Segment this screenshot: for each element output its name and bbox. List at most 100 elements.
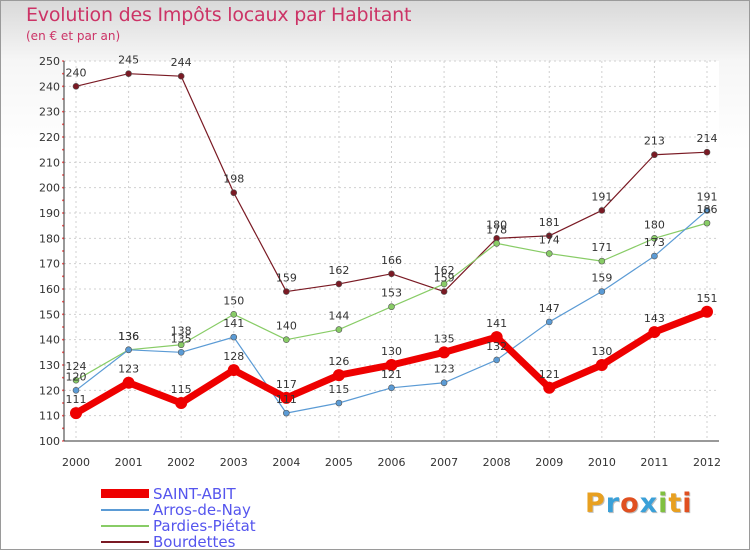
y-minor-tick: [62, 300, 64, 303]
data-point-bourdettes: [651, 151, 658, 159]
y-tick-label: 120: [39, 384, 60, 397]
data-label-bourdettes: 181: [539, 216, 560, 229]
data-point-bourdettes: [283, 288, 290, 295]
y-minor-tick: [62, 72, 64, 75]
y-minor-tick: [62, 351, 64, 354]
data-label-arros-de-nay: 135: [171, 332, 192, 345]
y-tick-label: 220: [39, 131, 60, 144]
y-tick-label: 250: [39, 55, 60, 68]
y-minor-tick: [62, 250, 64, 252]
y-minor-tick: [62, 262, 64, 265]
data-label-pardies-pi-tat: 140: [276, 320, 297, 333]
data-label-arros-de-nay: 111: [276, 393, 297, 406]
y-minor-tick: [62, 110, 64, 113]
data-label-arros-de-nay: 115: [328, 383, 349, 396]
data-point-pardies-pi-tat: [545, 250, 553, 257]
x-tick-label: 2008: [483, 456, 511, 469]
data-point-arros-de-nay: [230, 333, 238, 341]
data-point-pardies-pi-tat: [72, 376, 80, 384]
data-label-bourdettes: 159: [434, 272, 455, 285]
data-point-saint-abit: [701, 305, 713, 318]
data-point-pardies-pi-tat: [177, 341, 185, 349]
data-label-saint-abit: 121: [539, 368, 560, 381]
data-label-arros-de-nay: 120: [66, 370, 87, 383]
data-label-saint-abit: 151: [697, 292, 718, 305]
data-point-bourdettes: [598, 207, 606, 214]
legend-swatch-pardies-pietat: [101, 524, 149, 527]
chart-legend: SAINT-ABIT Arros-de-Nay Pardies-Piétat B…: [101, 485, 256, 550]
chart-title: Evolution des Impôts locaux par Habitant: [26, 4, 412, 26]
data-point-pardies-pi-tat: [440, 280, 448, 288]
data-label-pardies-pi-tat: 153: [381, 287, 402, 300]
data-label-saint-abit: 115: [171, 383, 192, 396]
legend-item-pardies-pietat: Pardies-Piétat: [101, 517, 256, 534]
y-minor-tick: [62, 85, 64, 88]
data-point-arros-de-nay: [703, 207, 711, 214]
data-point-pardies-pi-tat: [493, 240, 500, 247]
data-label-saint-abit: 117: [276, 378, 297, 391]
x-tick-label: 2007: [430, 456, 458, 469]
data-point-bourdettes: [230, 189, 238, 197]
legend-item-saint-abit: SAINT-ABIT: [101, 485, 256, 502]
data-point-bourdettes: [125, 70, 132, 77]
data-point-saint-abit: [595, 359, 608, 371]
data-label-bourdettes: 213: [644, 135, 665, 148]
y-tick-label: 110: [39, 410, 60, 423]
legend-item-bourdettes: Bourdettes: [101, 533, 256, 550]
data-point-arros-de-nay: [545, 318, 553, 326]
data-point-arros-de-nay: [493, 356, 500, 364]
y-minor-tick: [62, 427, 64, 430]
data-label-pardies-pi-tat: 138: [171, 325, 192, 338]
legend-item-arros-de-nay: Arros-de-Nay: [101, 501, 256, 518]
data-label-pardies-pi-tat: 171: [591, 241, 612, 254]
x-tick-label: 2000: [62, 456, 90, 469]
y-minor-tick: [62, 60, 64, 62]
y-minor-tick: [62, 161, 64, 164]
proxiti-logo: Proxiti: [585, 488, 693, 519]
legend-swatch-arros-de-nay: [101, 508, 149, 511]
data-point-arros-de-nay: [283, 409, 290, 417]
data-label-bourdettes: 162: [328, 264, 349, 277]
data-point-arros-de-nay: [440, 379, 448, 387]
data-label-pardies-pi-tat: 136: [118, 330, 139, 343]
data-label-arros-de-nay: 132: [486, 340, 507, 353]
data-label-saint-abit: 143: [644, 312, 665, 325]
data-label-pardies-pi-tat: 124: [66, 360, 87, 373]
data-label-bourdettes: 245: [118, 54, 139, 67]
data-label-bourdettes: 191: [591, 190, 612, 203]
data-point-saint-abit: [122, 376, 135, 389]
data-point-saint-abit: [175, 397, 188, 409]
data-point-bourdettes: [72, 83, 80, 90]
data-point-saint-abit: [543, 381, 556, 394]
data-label-saint-abit: 135: [434, 332, 455, 345]
y-minor-tick: [62, 224, 64, 227]
data-point-arros-de-nay: [388, 384, 395, 392]
data-label-bourdettes: 240: [66, 66, 87, 79]
data-label-arros-de-nay: 147: [539, 302, 560, 315]
data-label-arros-de-nay: 159: [591, 272, 612, 285]
y-tick-label: 190: [39, 207, 60, 220]
x-tick-label: 2006: [378, 456, 406, 469]
y-tick-label: 140: [39, 334, 60, 347]
data-point-arros-de-nay: [598, 288, 606, 295]
data-point-pardies-pi-tat: [598, 257, 606, 265]
logo-letter: i: [658, 488, 669, 519]
y-minor-tick: [62, 237, 64, 240]
chart-subtitle: (en € et par an): [26, 29, 121, 43]
data-label-saint-abit: 141: [486, 317, 507, 330]
data-label-saint-abit: 111: [66, 393, 87, 406]
data-label-bourdettes: 244: [171, 56, 192, 69]
x-tick-label: 2011: [640, 456, 668, 469]
y-minor-tick: [62, 313, 64, 316]
data-point-pardies-pi-tat: [283, 336, 290, 343]
data-point-saint-abit: [227, 364, 240, 377]
data-point-bourdettes: [335, 280, 343, 288]
data-point-bourdettes: [440, 288, 448, 295]
data-point-bourdettes: [388, 270, 395, 278]
data-point-pardies-pi-tat: [651, 235, 658, 242]
data-point-arros-de-nay: [335, 399, 343, 407]
data-label-bourdettes: 214: [697, 132, 718, 145]
data-point-saint-abit: [70, 407, 82, 420]
logo-letter: t: [668, 488, 683, 519]
